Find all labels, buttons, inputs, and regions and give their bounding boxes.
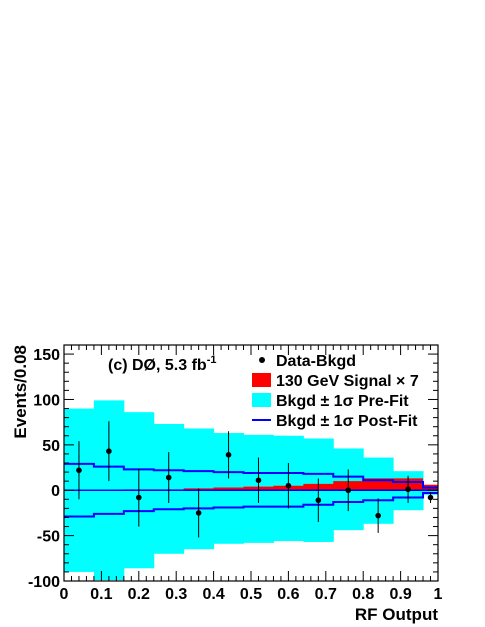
x-tick-label: 0.5 (240, 586, 262, 603)
data-point (76, 467, 82, 474)
postfit-lower-line (64, 491, 438, 518)
experiment-label: (c) DØ, 5.3 fb-1 (108, 354, 216, 374)
data-point (255, 477, 262, 484)
x-tick-label: 0.4 (202, 586, 224, 603)
x-tick-label: 0.3 (165, 586, 187, 603)
experiment-label-superscript: -1 (207, 354, 217, 366)
x-axis-title: RF Output (355, 605, 438, 624)
legend-marker-data (259, 357, 265, 363)
ticks-layer (63, 344, 439, 582)
data-point (427, 494, 434, 501)
data-point (315, 497, 322, 504)
legend-label: Bkgd ± 1σ Pre-Fit (276, 393, 409, 410)
data-point (165, 474, 172, 481)
legend-swatch (252, 393, 271, 407)
x-tick-label: 0 (60, 586, 69, 603)
data-point (285, 482, 292, 489)
legend-label: 130 GeV Signal × 7 (276, 373, 419, 390)
legend-label: Data-Bkgd (276, 353, 356, 370)
x-tick-label: 0.9 (389, 586, 411, 603)
data-point (136, 494, 142, 501)
data-point (106, 448, 112, 455)
signal-layer (64, 478, 438, 491)
x-tick-label: 0.6 (277, 586, 299, 603)
x-tick-label: 1 (434, 586, 443, 603)
y-tick-label: 150 (33, 347, 60, 364)
signal-histogram (64, 478, 438, 491)
y-tick-label: 50 (42, 438, 60, 455)
data-point (375, 512, 381, 519)
data-point (345, 487, 352, 494)
x-tick-label: 0.8 (352, 586, 374, 603)
data-points-layer (76, 421, 434, 538)
postfit-layer (64, 462, 438, 518)
y-tick-label: -50 (37, 529, 60, 546)
experiment-label-main: (c) DØ, 5.3 fb (108, 357, 207, 374)
x-tick-label: 0.7 (315, 586, 337, 603)
y-axis-title: Events/0.08 (11, 345, 30, 439)
data-point (225, 452, 232, 458)
y-tick-label: -100 (28, 574, 60, 591)
y-tick-label: 0 (51, 483, 60, 500)
y-tick-label: 100 (33, 392, 60, 409)
legend-label: Bkgd ± 1σ Post-Fit (276, 413, 418, 430)
postfit-upper-line (64, 462, 438, 489)
legend: Data-Bkgd 130 GeV Signal × 7 Bkgd ± 1σ Pre… (252, 353, 419, 430)
x-tick-label: 0.1 (90, 586, 112, 603)
data-point (195, 510, 202, 516)
legend-swatch (252, 373, 271, 387)
tick-labels-layer: 0 0.1 0.2 0.3 0.4 0.5 0.6 0.7 0.8 0.9 1 -100 -50 0 50 1… (28, 347, 443, 603)
x-tick-label: 0.2 (128, 586, 150, 603)
data-point (405, 486, 411, 493)
